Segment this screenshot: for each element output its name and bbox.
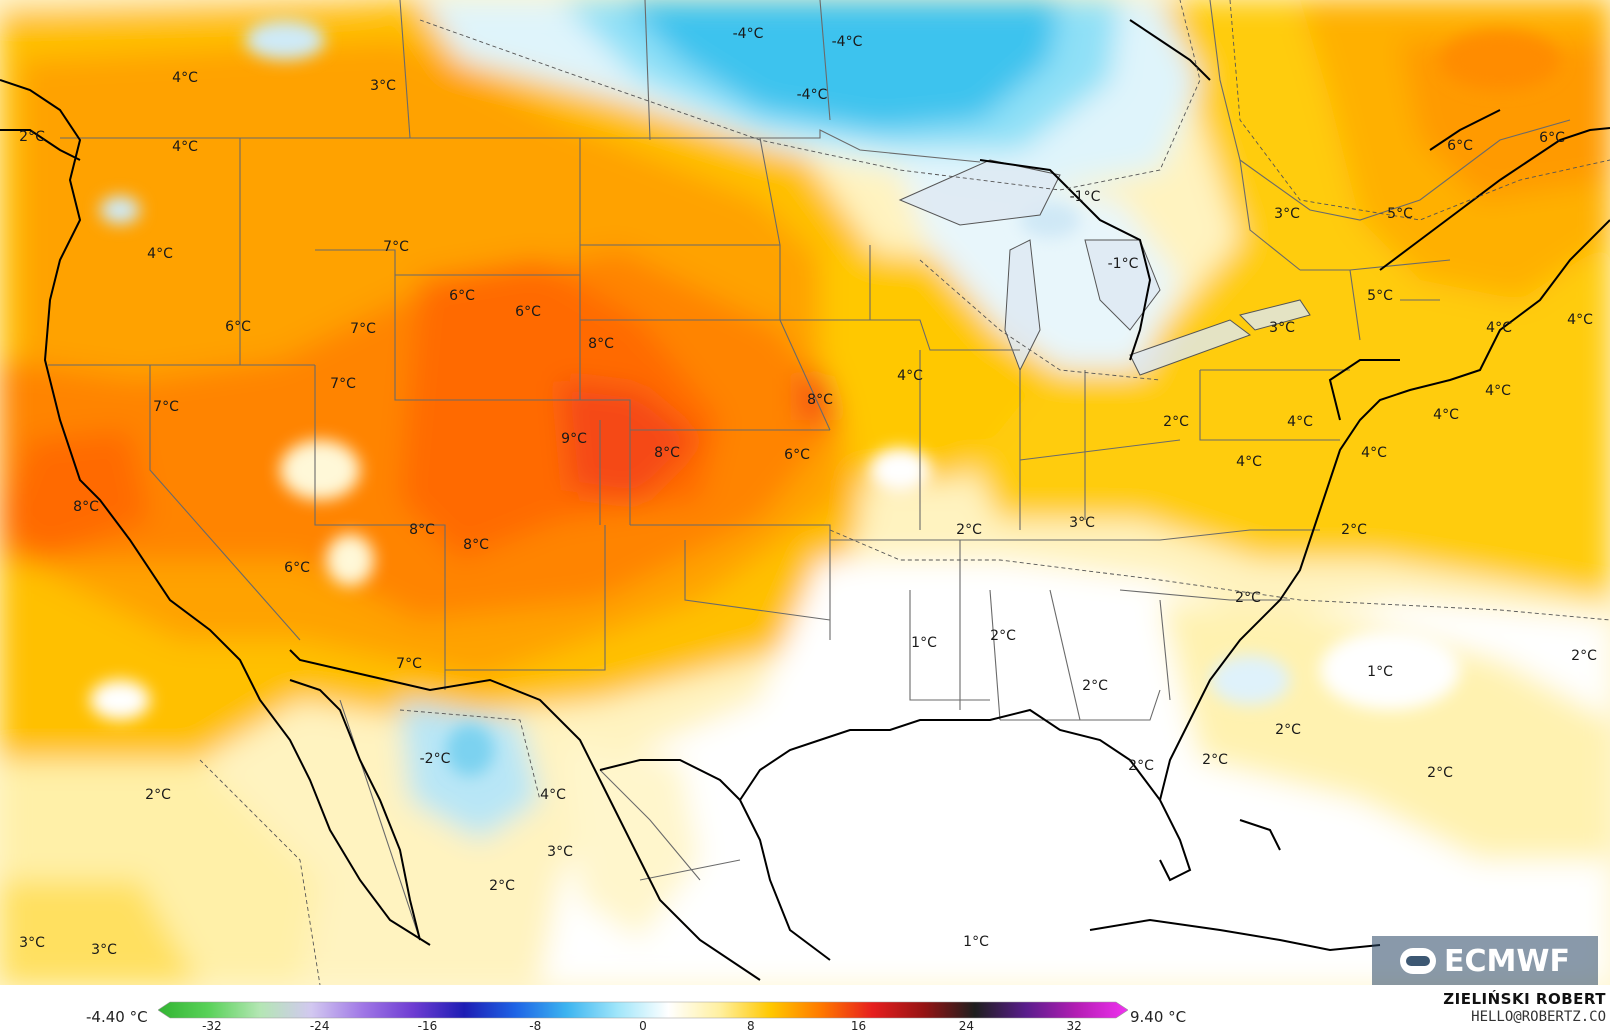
temperature-label: 2°C bbox=[489, 878, 515, 894]
temperature-label: 8°C bbox=[654, 445, 680, 461]
temperature-label: 6°C bbox=[1539, 130, 1565, 146]
temperature-label: 4°C bbox=[1485, 383, 1511, 399]
temperature-label: 7°C bbox=[383, 239, 409, 255]
temperature-label: 8°C bbox=[588, 336, 614, 352]
temperature-label: 7°C bbox=[396, 656, 422, 672]
temperature-label: 2°C bbox=[1235, 590, 1261, 606]
temperature-label: 4°C bbox=[172, 139, 198, 155]
temperature-label: 6°C bbox=[784, 447, 810, 463]
temperature-label: 3°C bbox=[91, 942, 117, 958]
temperature-label: 3°C bbox=[1069, 515, 1095, 531]
temperature-label: -2°C bbox=[419, 751, 451, 767]
temperature-label: 6°C bbox=[1447, 138, 1473, 154]
temperature-label: 7°C bbox=[330, 376, 356, 392]
temperature-label: 2°C bbox=[1202, 752, 1228, 768]
min-value-label: -4.40 °C bbox=[86, 1008, 148, 1026]
temperature-label: 4°C bbox=[540, 787, 566, 803]
temperature-label: 7°C bbox=[350, 321, 376, 337]
temperature-label: 8°C bbox=[807, 392, 833, 408]
temperature-label: 3°C bbox=[1274, 206, 1300, 222]
temperature-label: 1°C bbox=[1367, 664, 1393, 680]
temperature-label: 4°C bbox=[1236, 454, 1262, 470]
temperature-label: 2°C bbox=[1341, 522, 1367, 538]
temperature-label: 1°C bbox=[911, 635, 937, 651]
temperature-label: 2°C bbox=[1163, 414, 1189, 430]
temperature-label: -1°C bbox=[1107, 256, 1139, 272]
temperature-label: 4°C bbox=[172, 70, 198, 86]
temperature-label: 4°C bbox=[1486, 320, 1512, 336]
temperature-label: 2°C bbox=[1275, 722, 1301, 738]
temperature-label: 2°C bbox=[956, 522, 982, 538]
temperature-label: 1°C bbox=[963, 934, 989, 950]
temperature-label: 6°C bbox=[515, 304, 541, 320]
temperature-label: 5°C bbox=[1387, 206, 1413, 222]
max-value-label: 9.40 °C bbox=[1130, 1008, 1187, 1026]
temperature-label: 9°C bbox=[561, 431, 587, 447]
scale-tick-label: -8 bbox=[529, 1019, 542, 1033]
temperature-label: 4°C bbox=[1361, 445, 1387, 461]
scale-tick-label: 16 bbox=[850, 1019, 867, 1033]
temperature-label: -4°C bbox=[831, 34, 863, 50]
temperature-label: 6°C bbox=[225, 319, 251, 335]
coastlines bbox=[0, 19, 1610, 981]
borders bbox=[48, 0, 1571, 941]
scale-tick-label: 24 bbox=[958, 1019, 974, 1033]
temperature-label: 2°C bbox=[145, 787, 171, 803]
temperature-label: 3°C bbox=[370, 78, 396, 94]
temperature-label: 8°C bbox=[409, 522, 435, 538]
temperature-label: 7°C bbox=[153, 399, 179, 415]
temperature-label: 2°C bbox=[1427, 765, 1453, 781]
map-canvas bbox=[0, 0, 1610, 985]
temperature-label: -1°C bbox=[1069, 189, 1101, 205]
temperature-label: 4°C bbox=[1567, 312, 1593, 328]
ecmwf-logo-text: ECMWF bbox=[1444, 943, 1570, 979]
temperature-label: 2°C bbox=[1571, 648, 1597, 664]
temperature-label: 4°C bbox=[147, 246, 173, 262]
scale-tick-label: -32 bbox=[202, 1019, 222, 1033]
temperature-label: -4°C bbox=[732, 26, 764, 42]
temperature-label: 8°C bbox=[463, 537, 489, 553]
ecmwf-logo: ECMWF bbox=[1372, 936, 1598, 985]
author-email: HELLO@ROBERTZ.CO bbox=[1471, 1009, 1606, 1025]
scale-tick-label: 0 bbox=[639, 1019, 647, 1033]
temperature-label: 3°C bbox=[1269, 320, 1295, 336]
ecmwf-logo-icon bbox=[1400, 948, 1437, 974]
temperature-label: 5°C bbox=[1367, 288, 1393, 304]
author-name: ZIELIŃSKI ROBERT bbox=[1443, 990, 1606, 1008]
temperature-label: -4°C bbox=[796, 87, 828, 103]
temperature-label: 2°C bbox=[990, 628, 1016, 644]
scale-tick-label: -24 bbox=[309, 1019, 330, 1033]
temperature-label: 4°C bbox=[1287, 414, 1313, 430]
temperature-label: 2°C bbox=[1128, 758, 1154, 774]
temperature-label: 4°C bbox=[1433, 407, 1459, 423]
temperature-label: 3°C bbox=[547, 844, 573, 860]
anomaly-fill bbox=[0, 0, 1610, 985]
temperature-label: 2°C bbox=[1082, 678, 1108, 694]
temperature-label: 6°C bbox=[449, 288, 475, 304]
scale-tick-label: 32 bbox=[1066, 1019, 1082, 1033]
temperature-label: 6°C bbox=[284, 560, 310, 576]
temperature-label: 4°C bbox=[897, 368, 923, 384]
color-scale bbox=[158, 1001, 1128, 1019]
temperature-anomaly-map: 4°C 3°C -4°C -4°C -4°C 2°C 4°C 7°C 4°C 6°C 6°C 6°C 7… bbox=[0, 0, 1610, 985]
contours bbox=[199, 0, 1610, 985]
scale-tick-label: 8 bbox=[746, 1019, 755, 1033]
great-lakes bbox=[898, 159, 1311, 376]
scale-tick-label: -16 bbox=[417, 1019, 438, 1033]
temperature-label: 8°C bbox=[73, 499, 99, 515]
temperature-label: 2°C bbox=[19, 129, 45, 145]
temperature-label: 3°C bbox=[19, 935, 45, 951]
